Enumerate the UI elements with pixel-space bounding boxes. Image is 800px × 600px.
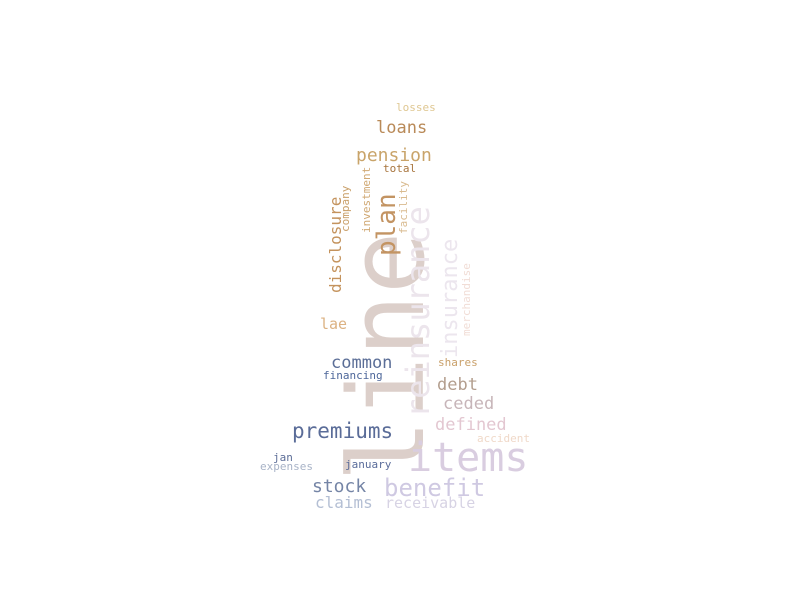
word-common: common bbox=[331, 353, 393, 373]
word-loans: loans bbox=[376, 118, 428, 138]
word-total: total bbox=[383, 162, 417, 175]
word-facility: facility bbox=[397, 181, 410, 234]
word-claims: claims bbox=[315, 493, 373, 512]
word-insurance: insurance bbox=[438, 238, 463, 358]
word-receivable: receivable bbox=[385, 494, 476, 512]
word-defined: defined bbox=[435, 415, 507, 435]
word-stock: stock bbox=[312, 476, 367, 497]
word-investment: investment bbox=[360, 166, 373, 233]
word-accident: accident bbox=[477, 432, 530, 445]
word-jan: jan bbox=[273, 451, 293, 464]
word-ceded: ceded bbox=[443, 394, 495, 414]
word-merchandise: merchandise bbox=[460, 263, 473, 336]
word-items: items bbox=[408, 435, 529, 481]
word-reinsurance: reinsurance bbox=[399, 206, 437, 418]
word-debt: debt bbox=[437, 375, 478, 395]
word-benefit: benefit bbox=[384, 474, 486, 502]
word-shares: shares bbox=[438, 356, 478, 369]
word-pension: pension bbox=[356, 145, 432, 166]
word-financing: financing bbox=[323, 369, 383, 382]
word-losses: losses bbox=[396, 101, 436, 114]
word-company: company bbox=[339, 185, 352, 232]
word-january: january bbox=[345, 458, 392, 471]
word-lae: lae bbox=[320, 315, 348, 333]
word-premiums: premiums bbox=[292, 419, 394, 443]
word-expenses: expenses bbox=[260, 460, 313, 473]
